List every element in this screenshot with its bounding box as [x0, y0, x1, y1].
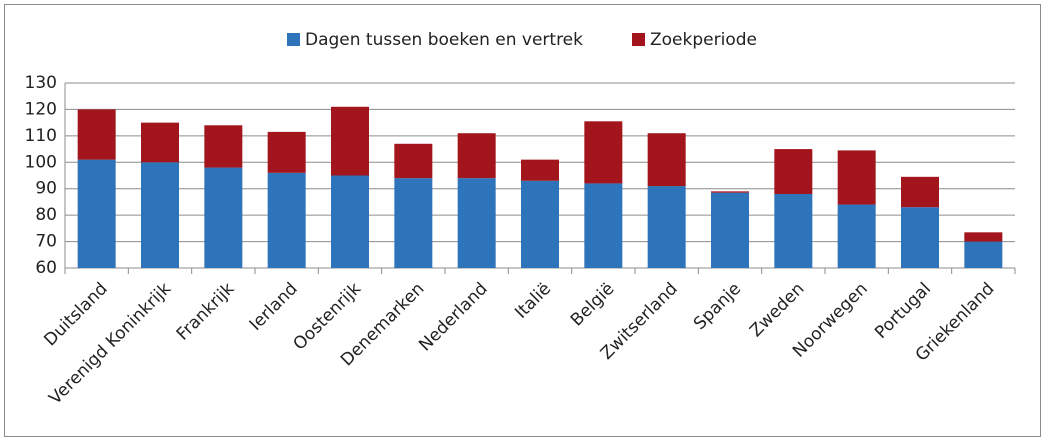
y-tick-label: 90: [35, 179, 57, 199]
bar-segment: [711, 192, 749, 268]
bar-segment: [457, 178, 496, 268]
y-tick-label: 60: [35, 258, 57, 278]
bar-segment: [394, 143, 433, 179]
bar-segment: [521, 180, 559, 268]
bar-segment: [331, 175, 369, 268]
bar-segment: [77, 109, 116, 160]
bar-segment: [394, 178, 433, 268]
bar-segment: [901, 176, 939, 208]
bar-segment: [141, 122, 179, 163]
legend-swatch: [287, 33, 300, 46]
legend-label: Zoekperiode: [650, 30, 757, 50]
bar-segment: [204, 125, 243, 168]
bar-segment: [204, 167, 243, 268]
bar-segment: [774, 194, 813, 268]
bar-segment: [267, 172, 306, 268]
y-tick-label: 110: [25, 126, 57, 146]
bar-segment: [331, 106, 369, 176]
bar-segment: [584, 121, 623, 184]
legend-label: Dagen tussen boeken en vertrek: [305, 30, 583, 50]
y-tick-label: 130: [25, 73, 57, 93]
bar-segment: [711, 191, 749, 193]
bar-segment: [647, 133, 686, 187]
bar-segment: [267, 131, 306, 173]
y-tick-label: 70: [35, 232, 57, 252]
bar-segment: [774, 149, 813, 194]
bar-segment: [77, 159, 116, 268]
y-tick-label: 120: [25, 99, 57, 119]
bar-segment: [837, 150, 876, 205]
bar-segment: [964, 241, 1003, 268]
bar-segment: [521, 159, 559, 181]
bar-segment: [141, 162, 179, 268]
bar-segment: [457, 133, 496, 179]
y-tick-label: 80: [35, 205, 57, 225]
bar-segment: [647, 186, 686, 268]
bar-segment: [584, 183, 623, 268]
bar-segment: [837, 204, 876, 268]
bar-segment: [901, 207, 939, 268]
bar-segment: [964, 232, 1003, 242]
y-tick-label: 100: [25, 152, 57, 172]
legend-swatch: [632, 33, 645, 46]
